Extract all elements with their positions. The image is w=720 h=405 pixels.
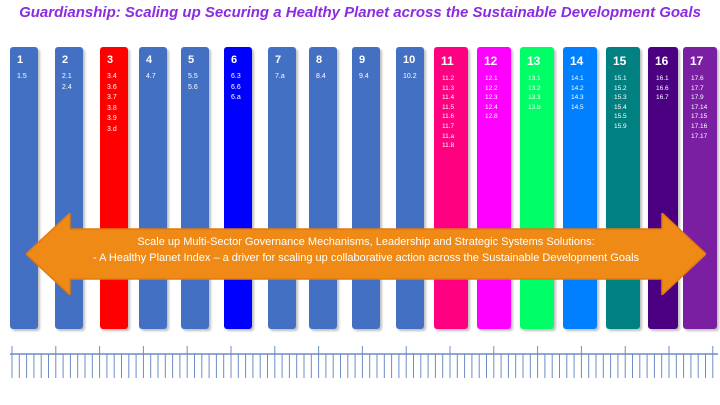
goal-bar-9: 9 9.4	[352, 47, 380, 329]
goal-number: 12	[484, 54, 498, 68]
goal-bar-4: 4 4.7	[139, 47, 167, 329]
goal-number: 4	[146, 54, 153, 66]
goal-bar-11: 11 11.2 11.3 11.4 11.5 11.6 11.7 11.a 11.…	[434, 47, 468, 329]
goal-number: 7	[275, 54, 282, 66]
goal-targets: 17.6 17.7 17.9 17.14 17.15 17.16 17.17	[691, 75, 708, 140]
goal-targets: 4.7	[146, 73, 156, 80]
goal-number: 11	[441, 54, 454, 68]
goal-number: 8	[316, 54, 323, 66]
goal-targets: 16.1 16.6 16.7	[656, 75, 669, 102]
goal-number: 15	[613, 54, 627, 68]
goal-number: 17	[690, 54, 704, 68]
goal-targets: 10.2	[403, 73, 417, 80]
goal-number: 3	[107, 54, 114, 66]
goal-targets: 1.5	[17, 73, 27, 80]
goal-bar-5: 5 5.5 5.6	[181, 47, 209, 329]
goal-targets: 3.4 3.6 3.7 3.8 3.9 3.d	[107, 73, 117, 133]
goal-number: 13	[527, 54, 541, 68]
goal-targets: 11.2 11.3 11.4 11.5 11.6 11.7 11.a 11.8	[442, 75, 455, 150]
goal-number: 2	[62, 54, 69, 66]
goal-number: 16	[655, 54, 669, 68]
double-arrow-banner: Scale up Multi-Sector Governance Mechani…	[26, 213, 706, 295]
goal-targets: 14.1 14.2 14.3 14.5	[571, 75, 584, 111]
goal-bar-12: 12 12.1 12.2 12.3 12.4 12.8	[477, 47, 511, 329]
goal-bar-15: 15 15.1 15.2 15.3 15.4 15.5 15.9	[606, 47, 640, 329]
goal-bar-8: 8 8.4	[309, 47, 337, 329]
arrow-text-line1: Scale up Multi-Sector Governance Mechani…	[137, 236, 595, 248]
goal-bar-7: 7 7.a	[268, 47, 296, 329]
goal-targets: 5.5 5.6	[188, 73, 198, 91]
goal-targets: 7.a	[275, 73, 285, 80]
goal-targets: 2.1 2.4	[62, 73, 72, 91]
goal-number: 1	[17, 54, 24, 66]
goal-targets: 9.4	[359, 73, 369, 80]
goal-number: 6	[231, 54, 238, 66]
goal-number: 9	[359, 54, 366, 66]
goal-bar-1: 1 1.5	[10, 47, 38, 329]
goal-bar-6: 6 6.3 6.6 6.a	[224, 47, 252, 329]
timeline-ruler	[10, 346, 718, 378]
goal-targets: 8.4	[316, 73, 326, 80]
goal-targets: 6.3 6.6 6.a	[231, 73, 241, 101]
goal-targets: 13.1 13.2 13.3 13.b	[528, 75, 541, 111]
goal-targets: 12.1 12.2 12.3 12.4 12.8	[485, 75, 498, 121]
double-arrow-shape	[26, 213, 706, 295]
goal-bar-10: 10 10.2	[396, 47, 424, 329]
arrow-text-line2: - A Healthy Planet Index – a driver for …	[92, 252, 640, 264]
goal-targets: 15.1 15.2 15.3 15.4 15.5 15.9	[614, 75, 627, 130]
goal-number: 10	[403, 54, 416, 66]
goal-bar-17: 17 17.6 17.7 17.9 17.14 17.15 17.16 17.17	[683, 47, 717, 329]
page-title: Guardianship: Scaling up Securing a Heal…	[19, 4, 701, 21]
goal-bar-14: 14 14.1 14.2 14.3 14.5	[563, 47, 597, 329]
goal-bar-13: 13 13.1 13.2 13.3 13.b	[520, 47, 554, 329]
goal-number: 5	[188, 54, 195, 66]
goal-bar-3: 3 3.4 3.6 3.7 3.8 3.9 3.d	[100, 47, 128, 329]
goal-number: 14	[570, 54, 584, 68]
